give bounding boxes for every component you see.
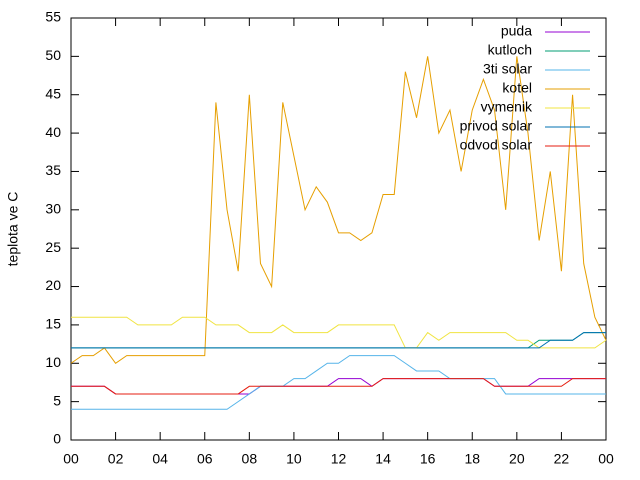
legend-label: 3ti solar [483,61,532,77]
y-tick-label: 25 [45,239,61,255]
x-tick-label: 22 [554,451,570,467]
legend-label: odvod solar [460,137,533,153]
y-tick-label: 5 [53,392,61,408]
x-tick-label: 02 [108,451,124,467]
series-line [71,378,606,395]
y-tick-label: 10 [45,354,61,370]
y-tick-label: 50 [45,47,61,63]
legend-label: vymenik [481,99,533,115]
y-tick-label: 30 [45,201,61,217]
y-tick-label: 15 [45,316,61,332]
series-line [71,355,606,410]
y-tick-label: 40 [45,124,61,140]
y-tick-label: 35 [45,162,61,178]
x-tick-label: 18 [464,451,480,467]
x-tick-label: 16 [420,451,436,467]
x-tick-label: 06 [197,451,213,467]
legend-label: kutloch [488,42,532,58]
legend-label: privod solar [460,118,533,134]
y-axis-label: teplota ve C [5,192,21,267]
x-tick-label: 04 [152,451,168,467]
legend-label: kotel [502,80,532,96]
series-line [70,56,607,364]
x-tick-label: 08 [242,451,258,467]
x-tick-label: 14 [375,451,391,467]
y-tick-label: 0 [53,431,61,447]
legend-label: puda [501,23,532,39]
x-tick-label: 10 [286,451,302,467]
series-line [71,332,606,349]
series-line [71,316,607,349]
x-tick-label: 12 [331,451,347,467]
x-tick-label: 00 [63,451,79,467]
y-tick-label: 45 [45,85,61,101]
y-tick-label: 55 [45,9,61,25]
x-tick-label: 00 [598,451,614,467]
y-tick-label: 20 [45,277,61,293]
x-tick-label: 20 [509,451,525,467]
